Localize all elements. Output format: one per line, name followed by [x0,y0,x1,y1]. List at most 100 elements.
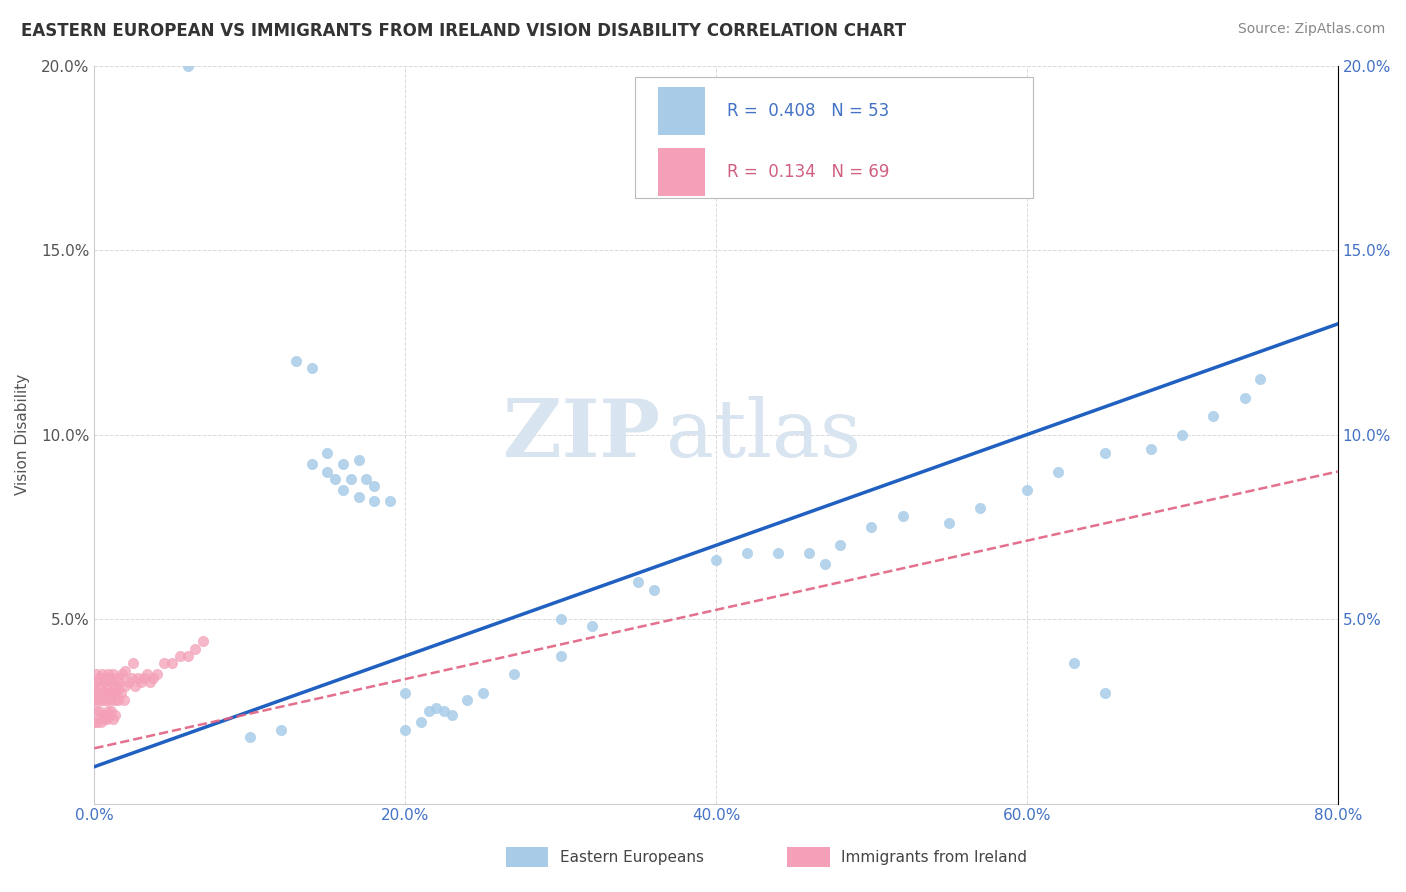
Point [107,693,129,707]
Point [332,483,354,497]
Point [184,641,207,656]
Point [1171,427,1194,442]
Point [91,708,114,723]
Point [129,674,152,689]
Point [110,686,132,700]
Point [153,657,176,671]
Point [90,679,112,693]
Point [456,693,478,707]
Point [969,501,991,516]
Point [347,491,370,505]
Point [1063,657,1085,671]
Point [239,730,262,744]
Point [418,704,440,718]
Point [101,686,124,700]
Point [100,704,122,718]
Point [503,667,526,681]
Point [101,712,124,726]
Point [550,612,572,626]
Point [98,671,121,685]
Point [91,667,114,681]
Point [270,723,292,737]
Point [84,704,107,718]
Point [83,679,105,693]
Point [316,446,339,460]
Point [627,575,650,590]
Point [114,679,136,693]
Point [1233,391,1256,405]
Point [340,472,363,486]
Point [91,686,114,700]
Point [107,671,129,685]
Point [105,686,128,700]
Point [136,667,159,681]
Point [735,546,758,560]
Point [1046,465,1069,479]
Point [1202,409,1225,424]
Point [96,679,118,693]
Point [1094,686,1116,700]
Point [301,361,323,376]
Point [121,671,143,685]
Point [316,465,339,479]
Point [101,667,124,681]
Point [87,671,110,685]
Point [1249,372,1271,386]
Point [378,494,401,508]
Point [191,634,214,648]
Point [97,686,120,700]
Point [127,671,149,685]
Text: Source: ZipAtlas.com: Source: ZipAtlas.com [1237,22,1385,37]
Point [96,693,118,707]
Point [94,671,117,685]
Point [169,648,191,663]
Point [142,671,165,685]
FancyBboxPatch shape [658,87,704,135]
Point [176,59,198,73]
Point [440,708,463,723]
Point [124,679,146,693]
Point [112,693,135,707]
Point [94,708,117,723]
Point [90,715,112,730]
Point [1015,483,1038,497]
Point [86,693,108,707]
Point [1140,442,1163,457]
Point [132,671,155,685]
Point [103,708,125,723]
Point [643,582,665,597]
Point [394,723,416,737]
Point [93,693,115,707]
Point [139,674,162,689]
Point [93,674,115,689]
Point [363,494,385,508]
Point [814,557,837,571]
Point [86,715,108,730]
Point [93,712,115,726]
Text: ZIP: ZIP [503,396,659,474]
Point [363,479,385,493]
Point [409,715,432,730]
Point [84,686,107,700]
Text: R =  0.134   N = 69: R = 0.134 N = 69 [727,162,890,181]
Point [83,693,105,707]
Point [347,453,370,467]
Point [86,674,108,689]
Point [97,704,120,718]
Point [938,516,960,531]
Point [97,667,120,681]
Point [860,520,883,534]
Point [176,648,198,663]
Point [87,686,110,700]
Point [83,715,105,730]
Point [704,553,727,567]
Text: EASTERN EUROPEAN VS IMMIGRANTS FROM IRELAND VISION DISABILITY CORRELATION CHART: EASTERN EUROPEAN VS IMMIGRANTS FROM IREL… [21,22,907,40]
Point [90,693,112,707]
Point [103,679,125,693]
Point [107,682,129,697]
Point [323,472,346,486]
Point [98,686,121,700]
Point [550,648,572,663]
Text: Immigrants from Ireland: Immigrants from Ireland [841,850,1026,864]
FancyBboxPatch shape [658,148,704,195]
